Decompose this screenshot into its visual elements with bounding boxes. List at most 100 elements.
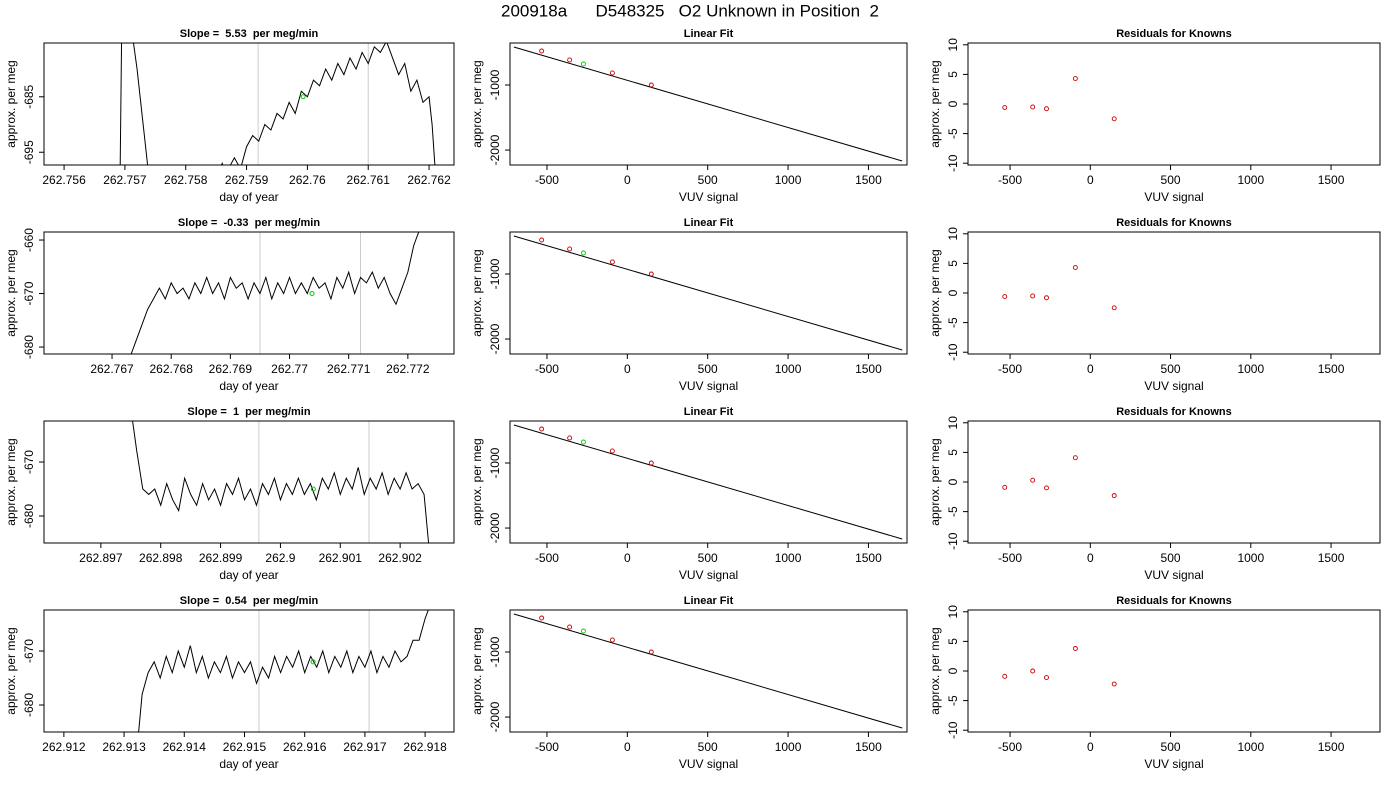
series-line [119, 43, 436, 165]
y-tick-label: -2000 [488, 323, 502, 354]
y-axis-label: approx. per meg [470, 60, 484, 147]
y-axis-label: approx. per meg [4, 438, 18, 525]
x-axis-label: VUV signal [679, 568, 738, 582]
y-axis-label: approx. per meg [470, 438, 484, 525]
x-tick-label: 262.9 [265, 551, 295, 565]
plot-area [513, 424, 903, 540]
y-tick-label: -5 [946, 506, 960, 517]
highlight-point [300, 94, 306, 100]
x-tick-label: 262.898 [139, 551, 183, 565]
x-tick-label: 0 [624, 551, 631, 565]
x-tick-label: 0 [624, 740, 631, 754]
panel: Slope = 1 per meg/min day of year approx. … [4, 406, 455, 582]
point [581, 250, 586, 256]
x-tick-label: 1000 [775, 551, 802, 565]
y-tick-label: -695 [22, 140, 36, 164]
y-axis-label: approx. per meg [470, 627, 484, 714]
plot-area [513, 613, 903, 729]
point [1072, 76, 1078, 81]
y-axis-label: approx. per meg [4, 249, 18, 336]
x-tick-label: -500 [535, 362, 559, 376]
y-tick-label: 0 [946, 667, 960, 674]
point [539, 426, 545, 432]
x-tick-label: 262.762 [407, 173, 451, 187]
y-tick-label: -10 [946, 343, 960, 361]
point [648, 649, 654, 655]
panel: Residuals for Knowns VUV signal approx. pe… [928, 406, 1381, 582]
x-tick-label: 262.915 [223, 740, 267, 754]
x-tick-label: 262.77 [271, 362, 308, 376]
x-tick-label: 262.761 [347, 173, 391, 187]
plot-area [132, 421, 430, 543]
x-tick-label: 0 [1087, 551, 1094, 565]
y-tick-label: 10 [946, 227, 960, 241]
x-axis-label: VUV signal [1144, 757, 1203, 771]
x-tick-label: 1000 [775, 740, 802, 754]
y-tick-label: 0 [946, 289, 960, 296]
point [1072, 455, 1078, 461]
panel: Residuals for Knowns VUV signal approx. pe… [928, 28, 1381, 204]
x-axis-label: VUV signal [1144, 379, 1203, 393]
panel-title: Residuals for Knowns [1116, 406, 1232, 418]
x-tick-label: 262.767 [90, 362, 134, 376]
y-axis-label: approx. per meg [470, 249, 484, 336]
panel: Linear Fit VUV signal approx. per meg -500 0… [470, 406, 908, 582]
panel: Slope = -0.33 per meg/min day of year appr… [4, 217, 455, 393]
point [581, 439, 586, 445]
x-tick-label: -500 [998, 173, 1022, 187]
plot-area [1002, 455, 1117, 499]
panel: Linear Fit VUV signal approx. per meg -500 0… [470, 28, 908, 204]
x-tick-label: 1500 [1318, 551, 1345, 565]
plot-frame [43, 42, 455, 166]
fit-line [513, 235, 903, 351]
plot-area [1002, 265, 1117, 311]
x-tick-label: 500 [1161, 551, 1181, 565]
plot-frame [43, 231, 455, 355]
x-tick-label: 500 [698, 173, 718, 187]
point [648, 460, 654, 466]
plot-area [1002, 646, 1117, 687]
x-axis-label: VUV signal [679, 757, 738, 771]
x-tick-label: 1500 [855, 740, 882, 754]
x-tick-label: 1500 [1318, 173, 1345, 187]
y-tick-label: -10 [946, 154, 960, 172]
x-tick-label: 1000 [775, 173, 802, 187]
y-axis-label: approx. per meg [928, 438, 942, 525]
y-tick-label: -2000 [488, 134, 502, 165]
y-tick-label: -10 [946, 721, 960, 739]
y-tick-label: -10 [946, 532, 960, 550]
x-tick-label: 1000 [775, 362, 802, 376]
x-tick-label: 1500 [1318, 362, 1345, 376]
point [539, 237, 545, 243]
x-axis-label: VUV signal [679, 379, 738, 393]
x-axis-label: VUV signal [1144, 190, 1203, 204]
panel-title: Slope = -0.33 per meg/min [178, 217, 320, 229]
y-tick-label: -5 [946, 695, 960, 706]
point [1072, 646, 1078, 651]
point [1111, 493, 1117, 499]
point [609, 637, 615, 643]
x-tick-label: 1500 [1318, 740, 1345, 754]
y-tick-label: -1000 [488, 447, 502, 478]
x-tick-label: -500 [998, 551, 1022, 565]
highlight-point [310, 486, 316, 492]
x-tick-label: 262.772 [386, 362, 430, 376]
x-tick-label: 500 [698, 551, 718, 565]
x-tick-label: 1000 [1237, 740, 1264, 754]
x-tick-label: 262.768 [150, 362, 194, 376]
panel-title: Linear Fit [684, 217, 734, 229]
x-tick-label: 262.914 [163, 740, 207, 754]
point [1002, 484, 1008, 490]
x-tick-label: 500 [1161, 173, 1181, 187]
x-tick-label: 262.901 [319, 551, 363, 565]
x-tick-label: 262.912 [42, 740, 86, 754]
x-tick-label: 500 [698, 740, 718, 754]
fit-line [513, 46, 903, 162]
y-tick-label: -680 [22, 693, 36, 717]
point [1030, 104, 1036, 110]
point [1044, 295, 1049, 301]
plot-area [119, 43, 436, 165]
point [581, 61, 586, 67]
x-axis-label: day of year [219, 190, 278, 204]
